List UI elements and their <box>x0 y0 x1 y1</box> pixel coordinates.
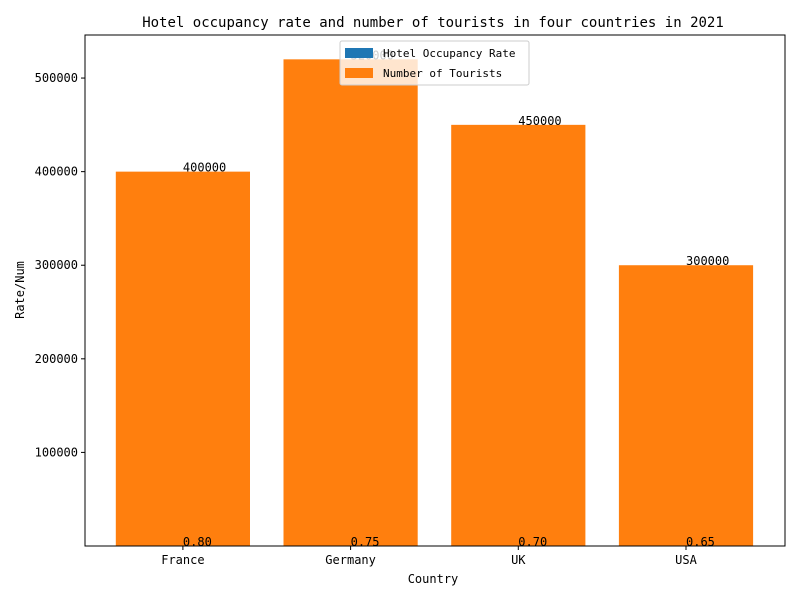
axes-frame <box>84 34 786 547</box>
legend: Hotel Occupancy Rate Number of Tourists <box>339 40 530 86</box>
x-axis-label: Country <box>408 572 459 586</box>
bar-france-tourists <box>115 171 250 546</box>
legend-box <box>339 40 530 86</box>
x-tick-label: France <box>161 553 204 567</box>
y-tick-label: 400000 <box>35 165 78 179</box>
bar-uk-tourists <box>451 124 586 546</box>
data-label: 300000 <box>686 254 729 268</box>
legend-label: Number of Tourists <box>383 67 502 80</box>
bar-germany-tourists <box>283 59 418 546</box>
chart-title: Hotel occupancy rate and number of touri… <box>142 15 724 31</box>
legend-swatch <box>345 68 373 78</box>
plot-area: France Germany UK USA 100000 200000 300000 4000… <box>35 34 786 567</box>
data-label: 450000 <box>518 114 561 128</box>
data-label: 0.65 <box>686 535 715 549</box>
data-label: 0.75 <box>351 535 380 549</box>
y-tick-label: 500000 <box>35 71 78 85</box>
data-label: 400000 <box>183 161 226 175</box>
x-tick-label: Germany <box>325 553 376 567</box>
data-label: 0.80 <box>183 535 212 549</box>
y-axis-label: Rate/Num <box>13 261 27 319</box>
bar-usa-tourists <box>618 265 754 546</box>
x-tick-label: UK <box>511 553 526 567</box>
y-tick-label: 300000 <box>35 258 78 272</box>
x-tick-label: USA <box>675 553 697 567</box>
legend-label: Hotel Occupancy Rate <box>383 47 515 60</box>
data-label: 0.70 <box>518 535 547 549</box>
legend-swatch <box>345 48 373 58</box>
y-tick-label: 200000 <box>35 352 78 366</box>
y-tick-label: 100000 <box>35 445 78 459</box>
